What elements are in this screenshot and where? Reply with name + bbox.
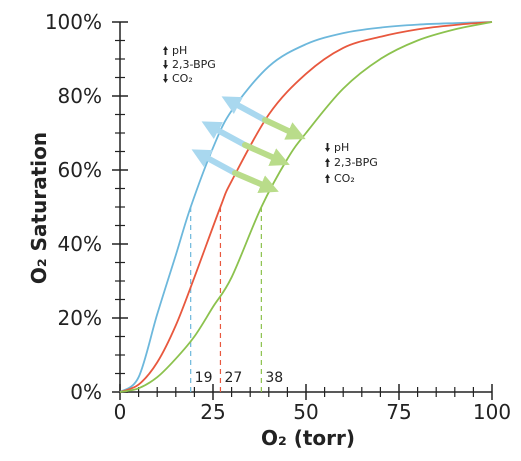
x-ticks: 0 25 50 75 100: [114, 384, 511, 424]
saturation-curve-line: [119, 21, 493, 393]
p50-dashed-lines: [190, 207, 262, 392]
y-tick-label: 80%: [58, 84, 102, 108]
arrow-down-icon: [163, 74, 168, 83]
x-tick-label: 0: [114, 400, 127, 424]
y-tick-label: 20%: [58, 306, 102, 330]
y-ticks: 0% 20% 40% 60% 80% 100%: [45, 10, 128, 404]
saturation-curve-line: [119, 21, 493, 393]
left-shift-arrow: [221, 96, 268, 123]
y-tick-label: 40%: [58, 232, 102, 256]
annotation-line-co2: CO₂: [334, 172, 355, 185]
annotation-line-co2: CO₂: [172, 72, 193, 85]
right-shift-arrow: [242, 142, 290, 166]
shift-arrows: [191, 96, 306, 194]
arrow-down-icon: [325, 143, 330, 152]
x-tick-label: 50: [293, 400, 318, 424]
p50-label: 38: [265, 370, 283, 386]
annotation-line-ph: pH: [334, 141, 349, 154]
x-axis-title: O₂ (torr): [261, 426, 355, 450]
right-shift-annotation: pH 2,3-BPG CO₂: [325, 141, 378, 185]
y-tick-label: 60%: [58, 158, 102, 182]
saturation-curve-line: [119, 21, 493, 393]
arrow-up-icon: [325, 174, 330, 183]
x-tick-label: 25: [200, 400, 225, 424]
y-axis-title: O₂ Saturation: [27, 132, 51, 284]
p50-label: 19: [195, 370, 213, 386]
p50-label: 27: [224, 370, 242, 386]
annotation-line-bpg: 2,3-BPG: [334, 156, 378, 169]
annotation-line-bpg: 2,3-BPG: [172, 58, 216, 71]
x-tick-label: 75: [386, 400, 411, 424]
arrow-down-icon: [163, 60, 168, 69]
arrow-up-icon: [163, 46, 168, 55]
y-tick-label: 0%: [70, 380, 102, 404]
left-shift-arrow: [201, 121, 248, 148]
p50-labels: 19 27 38: [195, 370, 284, 386]
left-shift-arrow: [191, 149, 238, 176]
right-shift-arrow: [262, 117, 306, 140]
y-tick-label: 100%: [45, 10, 102, 34]
left-shift-annotation: pH 2,3-BPG CO₂: [163, 44, 216, 85]
right-shift-arrow: [232, 170, 279, 194]
axes: 0% 20% 40% 60% 80% 100% 0 25 50 75 100: [45, 10, 511, 424]
saturation-curves: [119, 21, 493, 393]
annotation-line-ph: pH: [172, 44, 187, 57]
x-tick-label: 100: [473, 400, 511, 424]
arrow-up-icon: [325, 158, 330, 167]
